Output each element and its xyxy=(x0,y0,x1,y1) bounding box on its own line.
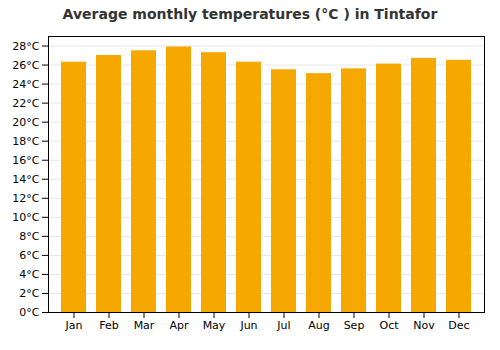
svg-text:12°C: 12°C xyxy=(12,192,39,205)
svg-text:28°C: 28°C xyxy=(12,40,39,53)
svg-text:20°C: 20°C xyxy=(12,116,39,129)
svg-text:26°C: 26°C xyxy=(12,59,39,72)
svg-text:Sep: Sep xyxy=(344,319,365,332)
html-text:Average monthly temperatures (: Average monthly temperatures (°C ) in Ti… xyxy=(62,6,438,22)
svg-text:24°C: 24°C xyxy=(12,78,39,91)
svg-text:14°C: 14°C xyxy=(12,173,39,186)
svg-text:8°C: 8°C xyxy=(19,230,39,243)
svg-text:Mar: Mar xyxy=(134,319,155,332)
svg-text:2°C: 2°C xyxy=(19,287,39,300)
svg-text:6°C: 6°C xyxy=(19,249,39,262)
svg-text:18°C: 18°C xyxy=(12,135,39,148)
svg-text:Feb: Feb xyxy=(99,319,118,332)
svg-text:Jul: Jul xyxy=(276,319,290,332)
svg-text:0°C: 0°C xyxy=(19,306,39,319)
svg-text:Jan: Jan xyxy=(65,319,83,332)
svg-text:Apr: Apr xyxy=(169,319,189,332)
svg-text:Nov: Nov xyxy=(413,319,435,332)
svg-text:Aug: Aug xyxy=(308,319,329,332)
svg-text:22°C: 22°C xyxy=(12,97,39,110)
svg-text:Jun: Jun xyxy=(239,319,257,332)
svg-text:16°C: 16°C xyxy=(12,154,39,167)
svg-text:May: May xyxy=(203,319,226,332)
svg-text:Oct: Oct xyxy=(379,319,399,332)
svg-text:10°C: 10°C xyxy=(12,211,39,224)
svg-text:4°C: 4°C xyxy=(19,268,39,281)
svg-text:Dec: Dec xyxy=(448,319,469,332)
